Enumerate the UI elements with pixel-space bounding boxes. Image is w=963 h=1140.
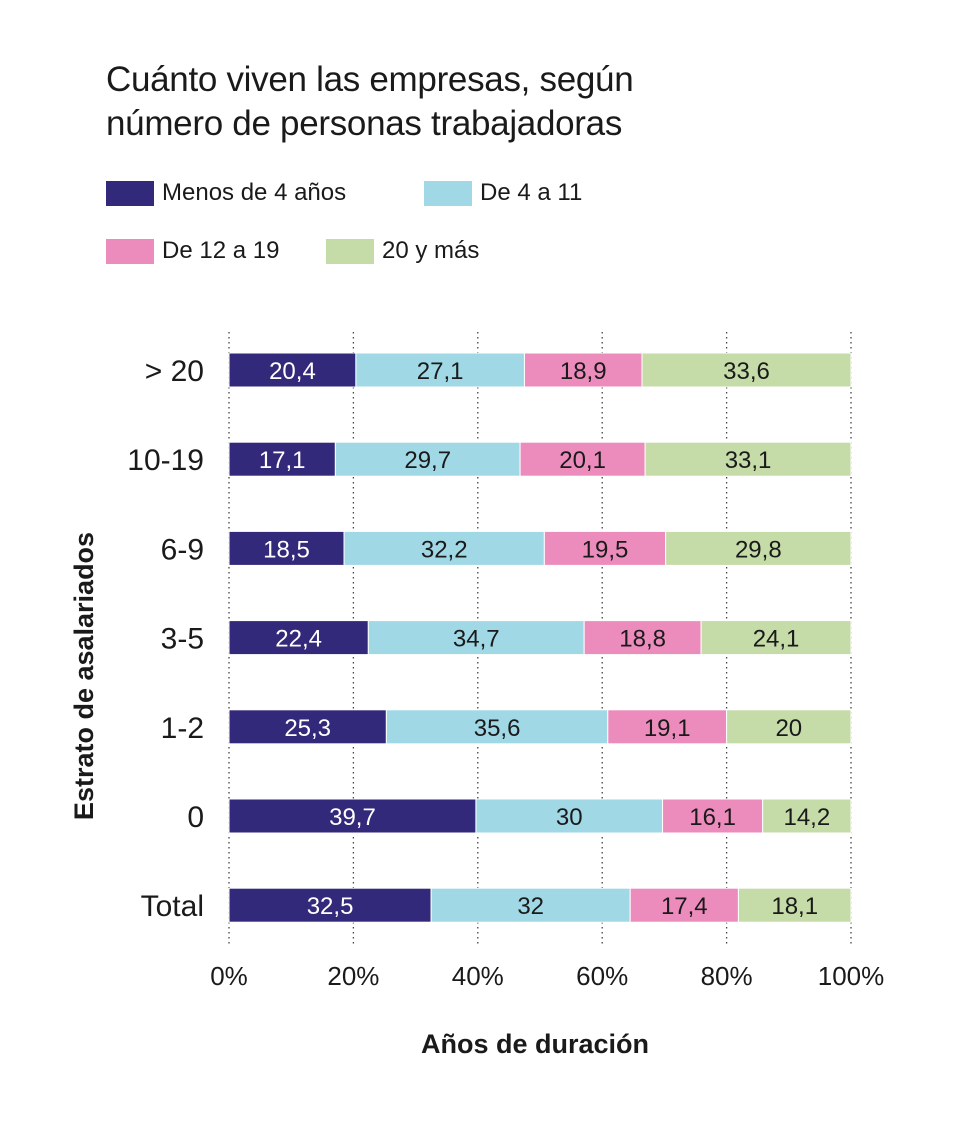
legend-item-de-4-a-11: De 4 a 11	[424, 178, 582, 208]
data-label-0-de-12-a-19: 16,1	[689, 804, 736, 831]
data-label-1-2-20-y-m-s: 20	[775, 715, 802, 742]
bar-20-de-12-a-19	[523, 352, 643, 388]
legend-label-menos-de-4: Menos de 4 años	[162, 179, 347, 206]
data-label-20-20-y-m-s: 33,6	[723, 358, 770, 385]
legend-item-20-y-mas: 20 y más	[326, 236, 479, 266]
bar-6-9-de-12-a-19	[543, 530, 667, 566]
data-label-total-de-12-a-19: 17,4	[661, 893, 708, 920]
y-axis-title: Estrato de asalariados	[69, 532, 99, 820]
data-label-0-20-y-m-s: 14,2	[783, 804, 830, 831]
category-label-1-2: 1-2	[161, 712, 204, 745]
bar-0-menos-de-4-a-os	[228, 798, 477, 834]
legend-swatch-de-12-a-19	[106, 238, 154, 264]
bar-10-19-de-4-a-11	[334, 441, 521, 477]
data-label-6-9-de-4-a-11: 32,2	[421, 536, 468, 563]
bar-6-9-20-y-m-s	[665, 530, 852, 566]
legend: Menos de 4 años De 4 a 11 De 12 a 19 20 …	[106, 178, 866, 278]
legend-item-menos-de-4: Menos de 4 años	[106, 178, 346, 208]
data-label-6-9-menos-de-4-a-os: 18,5	[263, 536, 310, 563]
bar-0-de-4-a-11	[475, 798, 664, 834]
data-label-total-20-y-m-s: 18,1	[771, 893, 818, 920]
data-label-0-menos-de-4-a-os: 39,7	[329, 804, 376, 831]
title-line-1: Cuánto viven las empresas, según	[106, 60, 634, 99]
x-tick-label-0: 0%	[210, 961, 248, 991]
bar-6-9-de-4-a-11	[343, 530, 545, 566]
bar-0-20-y-m-s	[762, 798, 852, 834]
bar-total-de-12-a-19	[629, 887, 739, 923]
bar-1-2-menos-de-4-a-os	[228, 709, 387, 745]
data-label-20-de-12-a-19: 18,9	[560, 358, 607, 385]
data-label-20-de-4-a-11: 27,1	[417, 358, 464, 385]
legend-swatch-20-y-mas	[326, 238, 374, 264]
bar-total-20-y-m-s	[737, 887, 852, 923]
bar-10-19-menos-de-4-a-os	[228, 441, 336, 477]
legend-item-de-12-a-19: De 12 a 19	[106, 236, 279, 266]
data-label-3-5-de-12-a-19: 18,8	[619, 626, 666, 653]
category-label-20: > 20	[145, 355, 204, 388]
x-tick-label-4: 80%	[701, 961, 753, 991]
bar-1-2-de-12-a-19	[607, 709, 728, 745]
data-label-10-19-menos-de-4-a-os: 17,1	[259, 447, 306, 474]
legend-label-de-4-a-11: De 4 a 11	[480, 179, 583, 206]
data-label-6-9-20-y-m-s: 29,8	[735, 536, 782, 563]
data-label-3-5-menos-de-4-a-os: 22,4	[275, 626, 322, 653]
bar-10-19-de-12-a-19	[519, 441, 646, 477]
bar-0-de-12-a-19	[662, 798, 764, 834]
bar-3-5-menos-de-4-a-os	[228, 620, 369, 656]
bar-1-2-de-4-a-11	[385, 709, 609, 745]
data-label-10-19-de-12-a-19: 20,1	[559, 447, 606, 474]
data-label-1-2-menos-de-4-a-os: 25,3	[284, 715, 331, 742]
category-label-10-19: 10-19	[127, 444, 204, 477]
data-label-1-2-de-4-a-11: 35,6	[474, 715, 521, 742]
data-label-10-19-20-y-m-s: 33,1	[725, 447, 772, 474]
x-tick-label-5: 100%	[818, 961, 885, 991]
bar-6-9-menos-de-4-a-os	[228, 530, 345, 566]
bar-total-menos-de-4-a-os	[228, 887, 432, 923]
data-label-0-de-4-a-11: 30	[556, 804, 583, 831]
bar-3-5-de-4-a-11	[367, 620, 585, 656]
data-label-10-19-de-4-a-11: 29,7	[404, 447, 451, 474]
bar-1-2-20-y-m-s	[726, 709, 852, 745]
category-label-6-9: 6-9	[161, 533, 204, 566]
category-label-0: 0	[187, 801, 204, 834]
data-label-3-5-20-y-m-s: 24,1	[753, 626, 800, 653]
data-label-6-9-de-12-a-19: 19,5	[582, 536, 629, 563]
category-label-3-5: 3-5	[161, 623, 204, 656]
data-label-1-2-de-12-a-19: 19,1	[644, 715, 691, 742]
x-axis-title: Años de duración	[421, 1029, 649, 1059]
bar-20-menos-de-4-a-os	[228, 352, 357, 388]
title-line-2: número de personas trabajadoras	[106, 104, 623, 143]
data-label-total-de-4-a-11: 32	[517, 893, 544, 920]
x-tick-label-3: 60%	[576, 961, 628, 991]
chart-title: Cuánto viven las empresas, según número …	[106, 58, 866, 146]
bar-20-20-y-m-s	[641, 352, 852, 388]
x-tick-label-1: 20%	[327, 961, 379, 991]
legend-label-de-12-a-19: De 12 a 19	[162, 237, 280, 264]
bar-3-5-20-y-m-s	[700, 620, 852, 656]
category-label-total: Total	[141, 890, 204, 923]
data-label-20-menos-de-4-a-os: 20,4	[269, 358, 316, 385]
bar-10-19-20-y-m-s	[644, 441, 852, 477]
bar-20-de-4-a-11	[355, 352, 525, 388]
x-tick-label-2: 40%	[452, 961, 504, 991]
data-label-3-5-de-4-a-11: 34,7	[453, 626, 500, 653]
data-label-total-menos-de-4-a-os: 32,5	[307, 893, 354, 920]
legend-swatch-menos-de-4	[106, 180, 154, 206]
bar-total-de-4-a-11	[430, 887, 631, 923]
legend-label-20-y-mas: 20 y más	[382, 237, 480, 264]
legend-swatch-de-4-a-11	[424, 180, 472, 206]
